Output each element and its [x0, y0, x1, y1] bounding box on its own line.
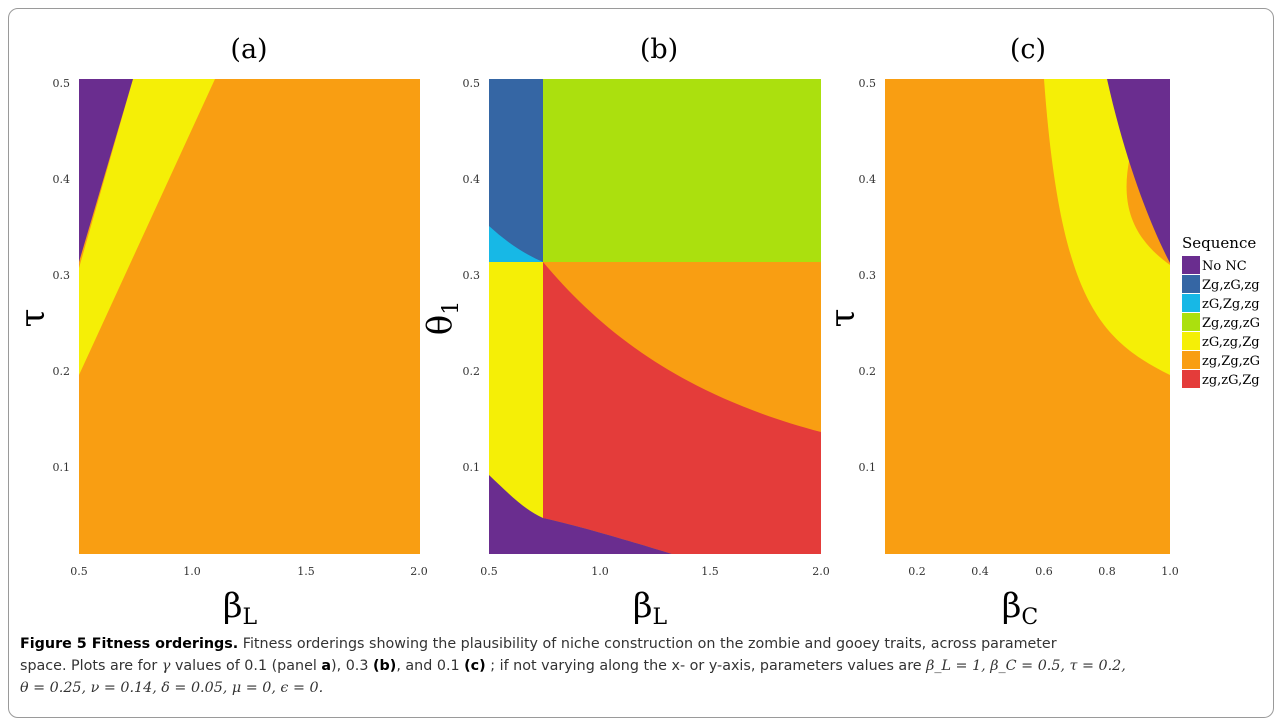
y-tick: 0.5 — [463, 77, 481, 90]
x-tick: 1.5 — [701, 565, 719, 578]
panel-b-region-red — [543, 262, 821, 554]
caption-text: ), 0.3 — [331, 658, 369, 674]
legend-swatch — [1182, 351, 1200, 369]
legend-label: zg,zG,Zg — [1202, 373, 1260, 388]
panel-c-x-ticks: 0.2 0.4 0.6 0.8 1.0 — [908, 565, 1179, 578]
caption-line1: Fitness orderings showing the plausibili… — [242, 636, 1057, 652]
y-tick: 0.2 — [53, 365, 71, 378]
x-tick: 0.2 — [908, 565, 926, 578]
panel-a-label: (a) — [230, 34, 267, 65]
x-tick: 1.0 — [1161, 565, 1179, 578]
panel-a-y-ticks: 0.1 0.2 0.3 0.4 0.5 — [53, 77, 71, 474]
caption-panel-c: (c) — [464, 658, 486, 674]
y-tick: 0.3 — [463, 269, 481, 282]
panel-a-ylabel: τ — [13, 309, 53, 328]
x-tick: 0.5 — [480, 565, 498, 578]
panel-c-y-ticks: 0.1 0.2 0.3 0.4 0.5 — [859, 77, 877, 474]
y-tick: 0.1 — [463, 461, 481, 474]
panel-b-region-purple — [489, 475, 672, 554]
panel-c-label: (c) — [1010, 34, 1046, 65]
legend-label: zG,zg,Zg — [1202, 335, 1260, 350]
panel-a-region-yellow — [79, 79, 215, 375]
panel-b-region-green — [543, 79, 821, 262]
y-tick: 0.4 — [53, 173, 71, 186]
caption-params: θ = 0.25, ν = 0.14, δ = 0.05, μ = 0, ϵ =… — [20, 680, 324, 696]
legend-label: Zg,zG,zg — [1202, 278, 1260, 293]
caption-text: , and 0.1 — [396, 658, 460, 674]
panel-a-region-purple — [79, 79, 133, 262]
y-tick: 0.3 — [53, 269, 71, 282]
y-tick: 0.3 — [859, 269, 877, 282]
caption-text: ; if not varying along the x- or y-axis,… — [490, 658, 922, 674]
legend: Sequence No NC Zg,zG,zg zG,Zg,zg Zg,zg,zG zG… — [1182, 234, 1260, 388]
panel-b: (b) 0.1 0.2 0.3 0.4 0.5 0.5 1.0 1.5 2.0 … — [420, 34, 830, 630]
panel-a-x-ticks: 0.5 1.0 1.5 2.0 — [70, 565, 428, 578]
panel-b-y-ticks: 0.1 0.2 0.3 0.4 0.5 — [463, 77, 481, 474]
legend-swatch — [1182, 256, 1200, 274]
legend-label: No NC — [1202, 259, 1247, 274]
y-tick: 0.4 — [463, 173, 481, 186]
panel-c-region-yellow — [1044, 79, 1170, 375]
x-tick: 2.0 — [812, 565, 830, 578]
x-tick: 0.8 — [1098, 565, 1116, 578]
y-tick: 0.4 — [859, 173, 877, 186]
x-tick: 0.5 — [70, 565, 88, 578]
legend-title: Sequence — [1182, 234, 1256, 252]
legend-swatch — [1182, 313, 1200, 331]
x-tick: 1.5 — [297, 565, 315, 578]
caption-text: space. Plots are for — [20, 658, 158, 674]
y-tick: 0.2 — [463, 365, 481, 378]
y-tick: 0.5 — [859, 77, 877, 90]
caption-heading: Figure 5 Fitness orderings. — [20, 636, 239, 652]
x-tick: 1.0 — [183, 565, 201, 578]
legend-label: zG,Zg,zg — [1202, 297, 1260, 312]
y-tick: 0.5 — [53, 77, 71, 90]
panel-c-region-purple — [1107, 79, 1170, 263]
legend-swatch — [1182, 275, 1200, 293]
y-tick: 0.1 — [53, 461, 71, 474]
caption-text: values of 0.1 (panel — [174, 658, 317, 674]
figure-frame — [8, 8, 1274, 718]
panel-c-ylabel: τ — [823, 309, 863, 328]
caption-panel-a: a — [321, 658, 332, 674]
x-tick: 2.0 — [410, 565, 428, 578]
panel-b-region-blue — [489, 79, 543, 262]
caption-params: β_L = 1, β_C = 0.5, τ = 0.2, — [926, 658, 1126, 674]
panel-c: (c) 0.1 0.2 0.3 0.4 0.5 0.2 0.4 0.6 0.8 … — [823, 34, 1179, 630]
panel-a-xlabel: βL — [223, 586, 258, 630]
panel-b-ylabel: θ1 — [420, 301, 464, 335]
panel-b-xlabel: βL — [633, 586, 668, 630]
caption-gamma: γ — [161, 658, 171, 674]
figure-caption: Figure 5 Fitness orderings. Fitness orde… — [20, 633, 1265, 699]
figure-5: (a) 0.1 0.2 0.3 0.4 0.5 0.5 1.0 1.5 2.0 … — [13, 34, 1260, 630]
legend-label: Zg,zg,zG — [1202, 316, 1260, 331]
legend-items: No NC Zg,zG,zg zG,Zg,zg Zg,zg,zG zG,zg,Zg zg,… — [1182, 256, 1260, 388]
legend-swatch — [1182, 332, 1200, 350]
panel-b-x-ticks: 0.5 1.0 1.5 2.0 — [480, 565, 830, 578]
panel-b-region-cyan — [489, 226, 543, 262]
legend-swatch — [1182, 294, 1200, 312]
legend-swatch — [1182, 370, 1200, 388]
x-tick: 1.0 — [591, 565, 609, 578]
y-tick: 0.2 — [859, 365, 877, 378]
panel-c-xlabel: βC — [1002, 586, 1039, 630]
legend-label: zg,Zg,zG — [1202, 354, 1260, 369]
x-tick: 0.4 — [971, 565, 989, 578]
panel-a: (a) 0.1 0.2 0.3 0.4 0.5 0.5 1.0 1.5 2.0 … — [13, 34, 428, 630]
x-tick: 0.6 — [1035, 565, 1053, 578]
y-tick: 0.1 — [859, 461, 877, 474]
caption-panel-b: (b) — [373, 658, 397, 674]
panel-b-label: (b) — [640, 34, 678, 65]
